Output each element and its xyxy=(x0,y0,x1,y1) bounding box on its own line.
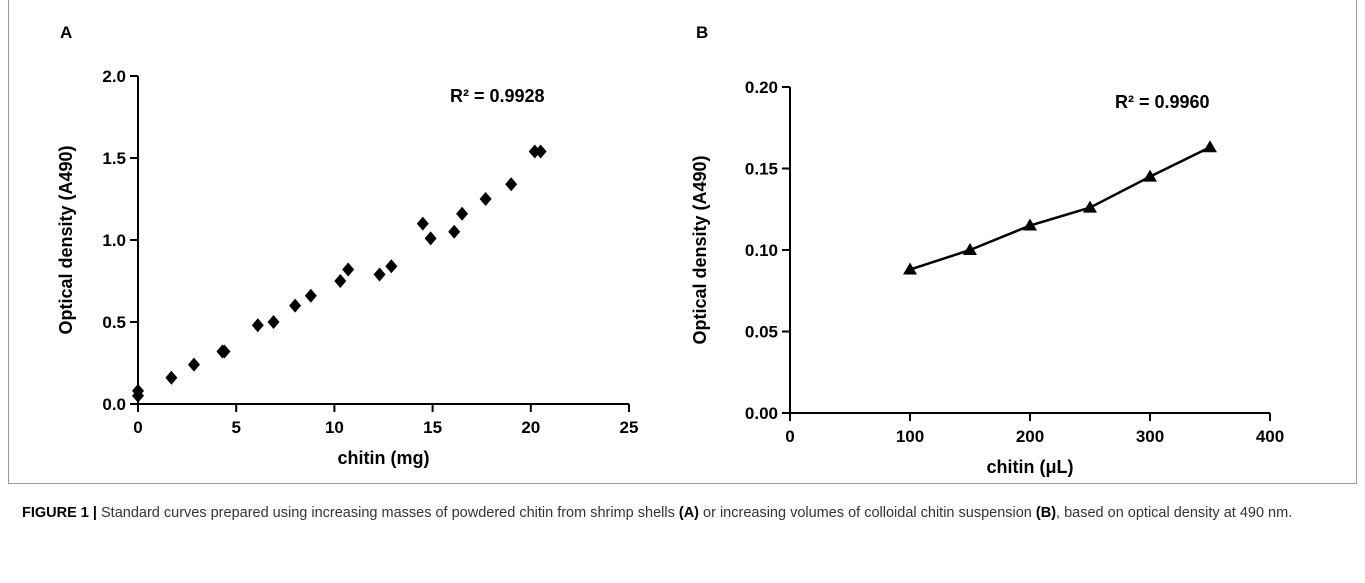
panel-label: A xyxy=(60,23,72,42)
caption-text: (B) xyxy=(1035,505,1057,521)
x-tick-label: 0 xyxy=(785,427,794,446)
data-point xyxy=(1143,169,1157,182)
annotation: R² = 0.9928 xyxy=(450,86,545,106)
caption-text: (A) xyxy=(678,505,699,521)
x-tick-label: 10 xyxy=(325,418,344,437)
data-point xyxy=(267,315,280,329)
data-point xyxy=(373,267,386,282)
data-point xyxy=(342,262,355,277)
y-tick-label: 0.05 xyxy=(745,323,778,342)
data-point xyxy=(251,318,264,333)
data-point xyxy=(165,370,178,385)
y-tick-label: 0.20 xyxy=(745,78,778,97)
x-axis-label: chitin (μL) xyxy=(987,457,1074,477)
data-point xyxy=(448,224,461,239)
data-point xyxy=(505,177,518,192)
y-axis-label: Optical density (A490) xyxy=(690,155,710,344)
figure-frame xyxy=(8,0,1357,484)
x-tick-label: 15 xyxy=(423,418,442,437)
x-tick-label: 20 xyxy=(521,418,540,437)
data-point xyxy=(479,192,492,206)
data-point xyxy=(963,243,977,255)
data-point xyxy=(334,274,347,288)
y-tick-label: 1.0 xyxy=(102,231,126,250)
y-tick-label: 0.0 xyxy=(102,395,126,414)
y-tick-label: 0.15 xyxy=(745,160,778,179)
figure: A R² = 0.9928 0.0 0.5 1.0 1.5 2.0 0 5 10 15 20 25 chi… xyxy=(56,23,1284,477)
data-line xyxy=(909,146,1211,271)
caption: FIGURE 1 | Standard curves prepared usin… xyxy=(22,500,1342,527)
data-point xyxy=(385,259,398,274)
data-point xyxy=(289,298,302,313)
x-tick-label: 0 xyxy=(133,418,142,437)
data-point xyxy=(1083,200,1097,213)
caption-text: FIGURE 1 | xyxy=(22,505,97,521)
annotation: R² = 0.9960 xyxy=(1115,92,1210,112)
data-point xyxy=(534,144,547,159)
data-point xyxy=(903,262,917,275)
caption-text: or increasing volumes of colloidal chiti… xyxy=(699,505,1036,521)
data-point xyxy=(187,357,200,372)
x-tick-label: 300 xyxy=(1136,427,1164,446)
x-axis-label: chitin (mg) xyxy=(338,448,430,468)
x-tick-label: 400 xyxy=(1256,427,1284,446)
data-point xyxy=(1203,140,1217,153)
y-tick-label: 2.0 xyxy=(102,67,126,86)
panel-label: B xyxy=(696,23,708,42)
data-point xyxy=(218,344,231,359)
caption-text: , based on optical density at 490 nm. xyxy=(1056,505,1293,521)
x-tick-label: 25 xyxy=(620,418,639,437)
y-tick-label: 0.10 xyxy=(745,241,778,260)
data-point xyxy=(456,206,469,221)
y-tick-label: 0.00 xyxy=(745,404,778,423)
data-point xyxy=(304,288,317,303)
data-point xyxy=(1023,218,1037,231)
caption-text: Standard curves prepared using increasin… xyxy=(96,505,679,521)
x-tick-label: 5 xyxy=(231,418,240,437)
x-tick-label: 200 xyxy=(1016,427,1044,446)
data-point xyxy=(132,388,144,403)
y-tick-label: 0.5 xyxy=(102,313,126,332)
y-axis-label: Optical density (A490) xyxy=(56,145,76,334)
data-point xyxy=(416,216,429,231)
y-tick-label: 1.5 xyxy=(102,149,126,168)
x-tick-label: 100 xyxy=(896,427,924,446)
data-point xyxy=(424,231,437,246)
